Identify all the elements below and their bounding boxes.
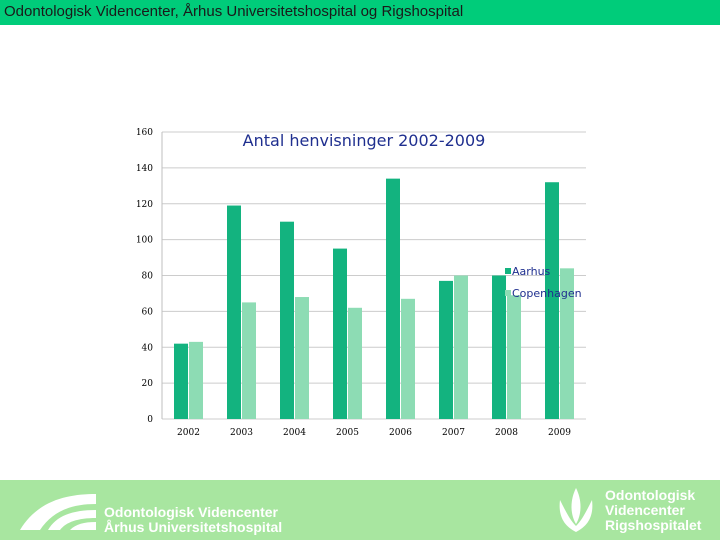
x-axis-ticks: 2002 2003 2004 2005 2006 2007 2008 2009 [177,428,571,438]
right-logo-line1: Odontologisk [605,487,696,503]
leaf-logo-icon [559,488,593,532]
x-tick-label: 2002 [177,428,200,438]
x-tick-label: 2006 [389,428,412,438]
bar-aarhus-2003 [227,205,241,419]
bar-copenhagen-2006 [401,298,415,419]
y-tick-label: 0 [147,415,153,425]
bar-aarhus-2004 [280,221,294,419]
footer: Odontologisk Videncenter Århus Universit… [0,480,720,540]
y-axis-ticks: 0 20 40 60 80 100 120 140 160 [136,128,153,425]
x-tick-label: 2004 [283,428,306,438]
y-tick-label: 160 [136,128,153,138]
header-bar: Odontologisk Videncenter, Århus Universi… [0,0,720,25]
legend-swatch-copenhagen [505,290,511,296]
left-logo-line1: Odontologisk Videncenter [104,504,278,520]
bar-aarhus-2005 [333,248,347,419]
x-tick-label: 2005 [336,428,359,438]
y-tick-label: 40 [142,343,154,353]
bar-copenhagen-2005 [348,307,362,419]
chart-title: Antal henvisninger 2002-2009 [243,131,486,150]
legend-label-aarhus: Aarhus [512,265,551,278]
left-logo-text: Odontologisk Videncenter Århus Universit… [104,505,282,535]
bar-copenhagen-2004 [295,297,309,419]
bar-aarhus-2006 [386,178,400,419]
left-logo-line2: Århus Universitetshospital [104,519,283,535]
x-tick-label: 2009 [548,428,571,438]
right-logo-line2: Videncenter [605,502,685,518]
legend-swatch-aarhus [505,268,511,274]
right-logo-text: Odontologisk Videncenter Rigshospitalet [605,488,701,533]
right-logo-line3: Rigshospitalet [605,517,702,533]
bar-copenhagen-2002 [189,341,203,419]
bar-copenhagen-2007 [454,275,468,419]
y-tick-label: 100 [136,236,153,246]
x-tick-label: 2008 [495,428,518,438]
legend: Aarhus Copenhagen [505,265,582,300]
bars [174,178,574,419]
bar-copenhagen-2009 [560,268,574,419]
dental-logo-icon [20,494,96,530]
bar-copenhagen-2008 [507,295,521,419]
bar-aarhus-2007 [439,280,453,419]
x-tick-label: 2007 [442,428,465,438]
bar-chart: Antal henvisninger 2002-2009 0 20 40 60 80 10… [136,128,586,438]
bar-aarhus-2008 [492,275,506,419]
bar-aarhus-2009 [545,182,559,419]
x-tick-label: 2003 [230,428,253,438]
y-tick-label: 80 [142,272,154,282]
y-tick-label: 120 [136,200,153,210]
y-tick-label: 140 [136,164,153,174]
bar-aarhus-2002 [174,343,188,419]
legend-label-copenhagen: Copenhagen [512,287,582,300]
y-tick-label: 20 [142,379,154,389]
header-title: Odontologisk Videncenter, Århus Universi… [4,3,464,20]
bar-copenhagen-2003 [242,302,256,419]
y-tick-label: 60 [142,307,154,317]
